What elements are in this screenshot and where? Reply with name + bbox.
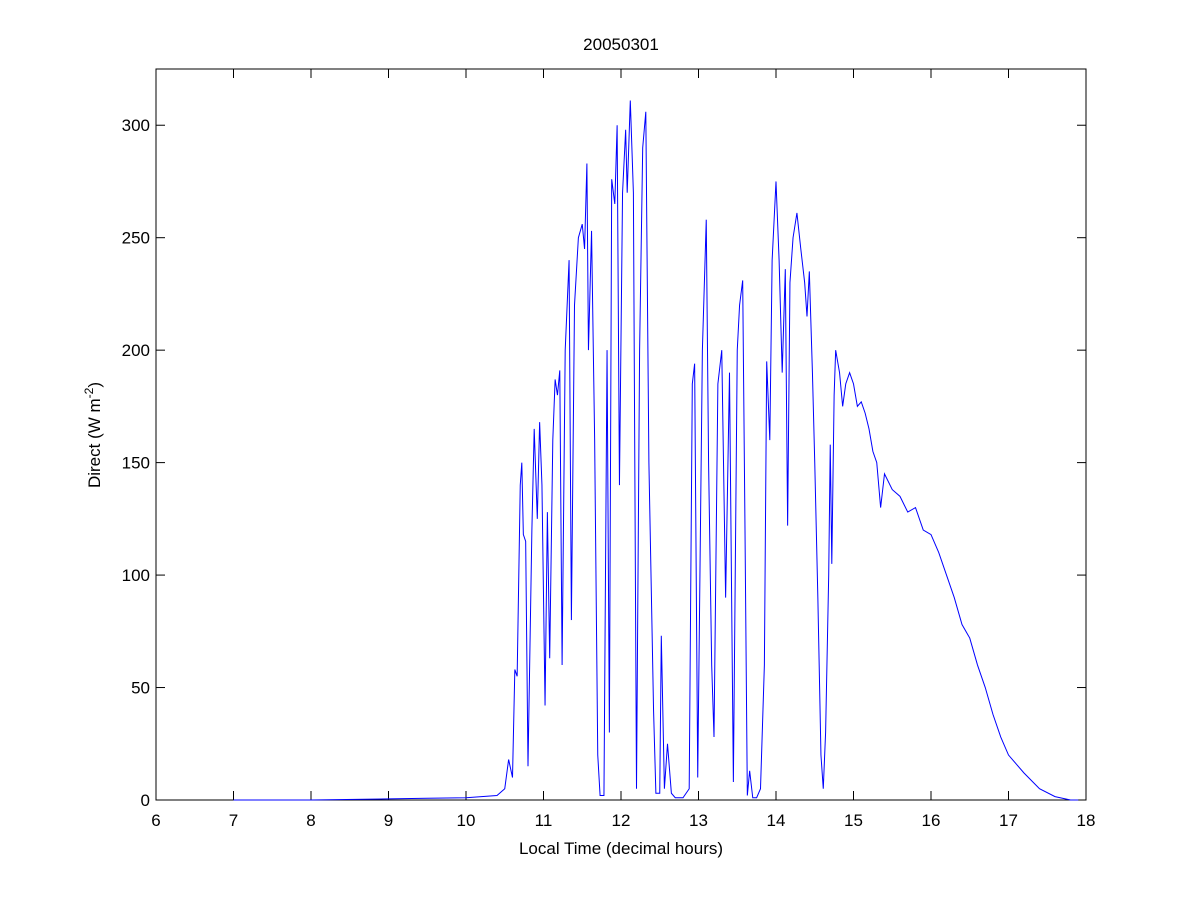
y-label-superscript: -2	[82, 387, 96, 398]
chart-title: 20050301	[583, 35, 659, 54]
x-tick-label: 13	[689, 811, 708, 830]
y-label-end: )	[85, 382, 104, 388]
x-tick-label: 8	[306, 811, 315, 830]
x-tick-label: 14	[767, 811, 786, 830]
y-tick-label: 150	[122, 454, 150, 473]
y-tick-label: 300	[122, 116, 150, 135]
x-tick-label: 6	[151, 811, 160, 830]
x-tick-label: 10	[457, 811, 476, 830]
y-tick-label: 250	[122, 229, 150, 248]
x-tick-label: 18	[1077, 811, 1096, 830]
y-tick-label: 200	[122, 341, 150, 360]
x-axis-label: Local Time (decimal hours)	[519, 839, 723, 858]
x-tick-label: 12	[612, 811, 631, 830]
x-tick-label: 15	[844, 811, 863, 830]
data-line	[233, 100, 1079, 801]
y-tick-label: 0	[141, 791, 150, 810]
x-tick-label: 16	[922, 811, 941, 830]
x-tick-label: 11	[535, 811, 553, 830]
y-label-main: Direct (W m	[85, 398, 104, 488]
x-tick-label: 7	[229, 811, 238, 830]
y-tick-label: 50	[131, 679, 150, 698]
x-tick-label: 17	[999, 811, 1018, 830]
x-tick-label: 9	[384, 811, 393, 830]
y-axis-label: Direct (W m-2)	[82, 382, 104, 488]
y-tick-label: 100	[122, 566, 150, 585]
